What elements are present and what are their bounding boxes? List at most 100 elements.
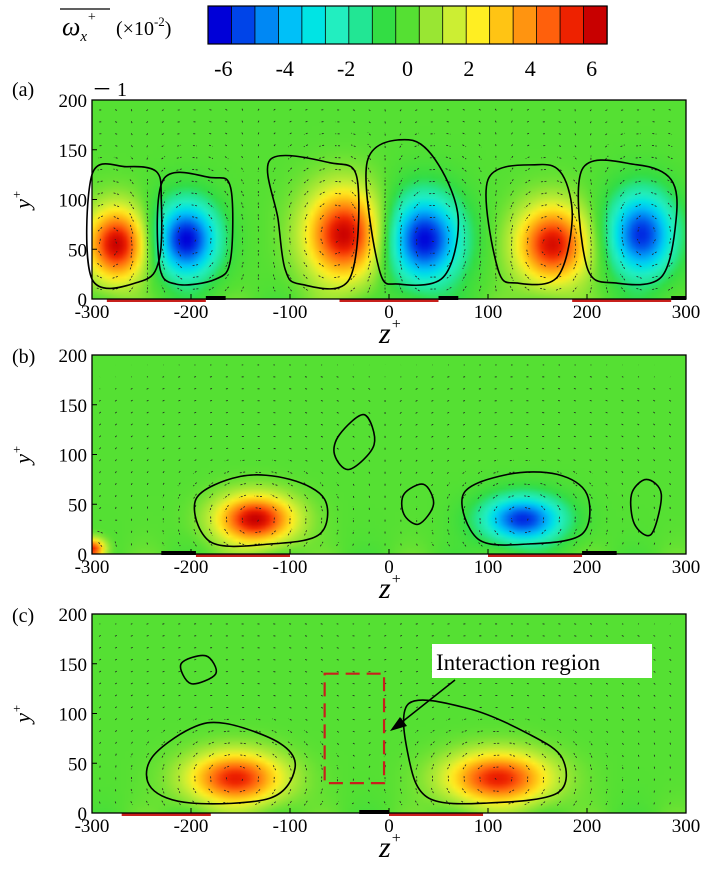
velocity-arrow	[399, 387, 402, 390]
velocity-arrow	[605, 459, 609, 462]
velocity-arrow	[557, 250, 561, 256]
velocity-arrow	[620, 156, 626, 160]
velocity-arrow	[96, 287, 104, 291]
velocity-arrow	[573, 411, 577, 414]
velocity-arrow	[336, 227, 339, 231]
velocity-arrow	[162, 248, 165, 258]
velocity-arrow	[526, 132, 530, 135]
velocity-arrow	[525, 764, 530, 771]
velocity-arrow	[605, 272, 609, 282]
velocity-arrow	[98, 694, 102, 697]
velocity-arrow	[605, 764, 608, 770]
velocity-arrow	[462, 400, 466, 402]
velocity-arrow	[304, 635, 308, 637]
velocity-arrow	[478, 167, 482, 173]
velocity-arrow	[319, 132, 324, 135]
velocity-arrow	[99, 471, 101, 474]
velocity-arrow	[130, 471, 133, 474]
velocity-arrow	[589, 529, 593, 536]
velocity-arrow	[447, 226, 450, 233]
velocity-arrow	[415, 120, 419, 123]
velocity-arrow	[367, 108, 371, 112]
velocity-arrow	[336, 706, 339, 709]
velocity-arrow	[669, 646, 672, 649]
velocity-arrow	[98, 741, 101, 745]
velocity-arrow	[492, 493, 500, 499]
velocity-arrow	[192, 252, 198, 255]
velocity-arrow	[461, 730, 467, 733]
colorbar-swatch	[231, 5, 256, 45]
velocity-arrow	[653, 658, 656, 661]
velocity-arrow	[511, 777, 513, 782]
velocity-arrow	[161, 167, 166, 172]
velocity-arrow	[620, 201, 625, 210]
velocity-arrow	[193, 493, 197, 500]
vorticity-contour	[365, 138, 460, 287]
velocity-arrow	[177, 423, 181, 426]
velocity-arrow	[572, 493, 578, 500]
velocity-arrow	[287, 155, 293, 160]
velocity-arrow	[477, 493, 483, 500]
velocity-arrow	[462, 249, 466, 258]
velocity-arrow	[320, 399, 323, 402]
velocity-arrow	[415, 623, 418, 625]
velocity-arrow	[508, 753, 516, 757]
velocity-arrow	[415, 542, 418, 546]
velocity-arrow	[288, 423, 292, 426]
velocity-arrow	[98, 507, 102, 510]
colorbar-swatch	[536, 5, 561, 45]
velocity-arrow	[320, 800, 324, 806]
velocity-arrow	[524, 753, 531, 758]
velocity-arrow	[605, 706, 609, 709]
vorticity-contour	[145, 721, 297, 805]
velocity-arrow	[288, 447, 292, 450]
colorbar-tick-label: -2	[337, 56, 355, 81]
velocity-arrow	[336, 529, 339, 535]
velocity-arrow	[430, 718, 435, 721]
colorbar-tick-label: 4	[525, 56, 536, 81]
velocity-arrow	[605, 388, 609, 390]
velocity-arrow	[130, 156, 134, 160]
velocity-arrow	[415, 423, 418, 426]
velocity-arrow	[352, 530, 355, 535]
x-tick-label: 0	[384, 557, 394, 578]
velocity-arrow	[509, 285, 514, 293]
velocity-arrow	[399, 155, 403, 161]
velocity-arrow	[462, 764, 467, 771]
colorbar-swatch	[278, 5, 303, 45]
velocity-arrow	[430, 729, 435, 734]
velocity-arrow	[621, 753, 624, 758]
velocity-arrow	[336, 399, 339, 402]
velocity-arrow	[304, 388, 308, 390]
velocity-arrow	[177, 249, 182, 257]
y-tick-label: 200	[59, 605, 88, 626]
velocity-arrow	[540, 529, 547, 535]
velocity-arrow	[351, 730, 355, 733]
velocity-arrow	[669, 694, 672, 697]
velocity-arrow	[650, 180, 658, 183]
velocity-arrow	[637, 411, 640, 414]
velocity-arrow	[255, 531, 262, 533]
velocity-arrow	[669, 741, 672, 745]
velocity-arrow	[479, 201, 482, 210]
velocity-arrow	[619, 179, 626, 185]
colorbar-swatch	[489, 5, 514, 45]
velocity-arrow	[478, 120, 482, 124]
velocity-arrow	[367, 706, 371, 709]
velocity-arrow	[431, 423, 434, 426]
velocity-arrow	[525, 261, 530, 269]
velocity-arrow	[669, 226, 672, 233]
velocity-arrow	[477, 482, 483, 487]
velocity-arrow	[368, 447, 371, 450]
velocity-arrow	[667, 191, 673, 197]
velocity-arrow	[114, 238, 117, 244]
velocity-arrow	[130, 623, 133, 625]
velocity-arrow	[621, 623, 624, 625]
velocity-arrow	[620, 286, 626, 292]
velocity-arrow	[446, 144, 451, 147]
y-tick-label: 150	[59, 655, 88, 676]
velocity-arrow	[635, 168, 642, 171]
velocity-arrow	[573, 155, 577, 160]
velocity-arrow	[477, 470, 483, 474]
colorbar-swatch	[559, 5, 585, 45]
